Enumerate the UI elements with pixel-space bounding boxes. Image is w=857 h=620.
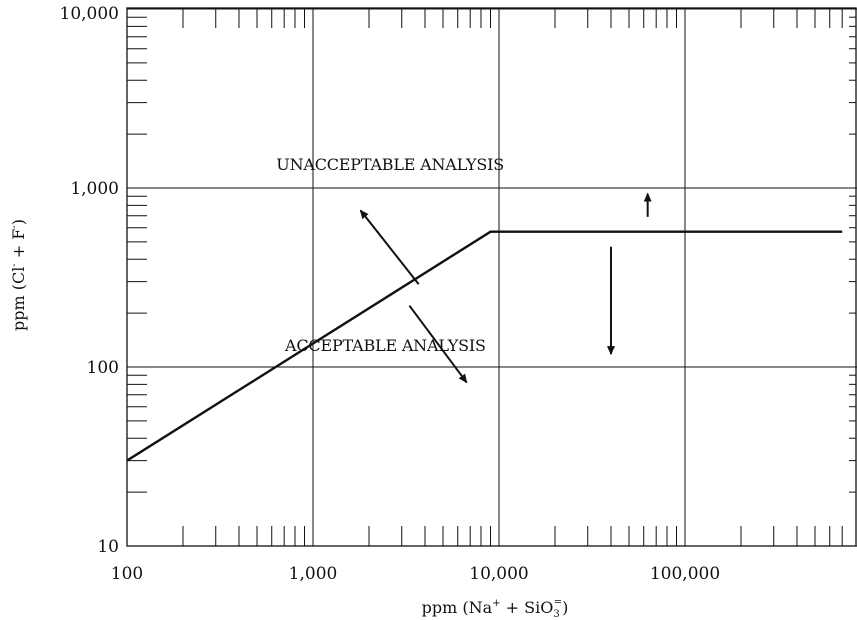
y-tick-labels: 10 100 1,000 10,000: [60, 4, 119, 557]
minor-ticks-layer: [127, 8, 856, 546]
direction-arrow: [408, 305, 468, 384]
x-tick-label: 100,000: [650, 564, 720, 584]
y-tick-label: 10,000: [60, 4, 119, 24]
region-annotation: UNACCEPTABLE ANALYSIS: [276, 155, 504, 174]
x-tick-labels: 100 1,000 10,000 100,000: [111, 564, 720, 584]
boundary-line: [126, 230, 843, 462]
grid-layer: [126, 8, 857, 547]
y-axis-label: ppm (Cl- + F-): [9, 219, 28, 331]
x-tick-label: 10,000: [469, 564, 528, 584]
x-tick-label: 100: [111, 564, 143, 584]
y-tick-label: 100: [87, 358, 119, 378]
arrow-layer: [359, 192, 652, 384]
y-tick-label: 1,000: [70, 179, 119, 199]
region-annotation: ACCEPTABLE ANALYSIS: [284, 336, 486, 355]
direction-arrow: [359, 209, 420, 285]
y-tick-label: 10: [97, 537, 119, 557]
x-tick-label: 1,000: [289, 564, 338, 584]
annotation-layer: UNACCEPTABLE ANALYSIS ACCEPTABLE ANALYSIS: [276, 155, 504, 355]
series-layer: [126, 230, 843, 462]
x-axis-label: ppm (Na+ + SiO3=): [422, 597, 569, 620]
plot-frame: [126, 7, 857, 547]
